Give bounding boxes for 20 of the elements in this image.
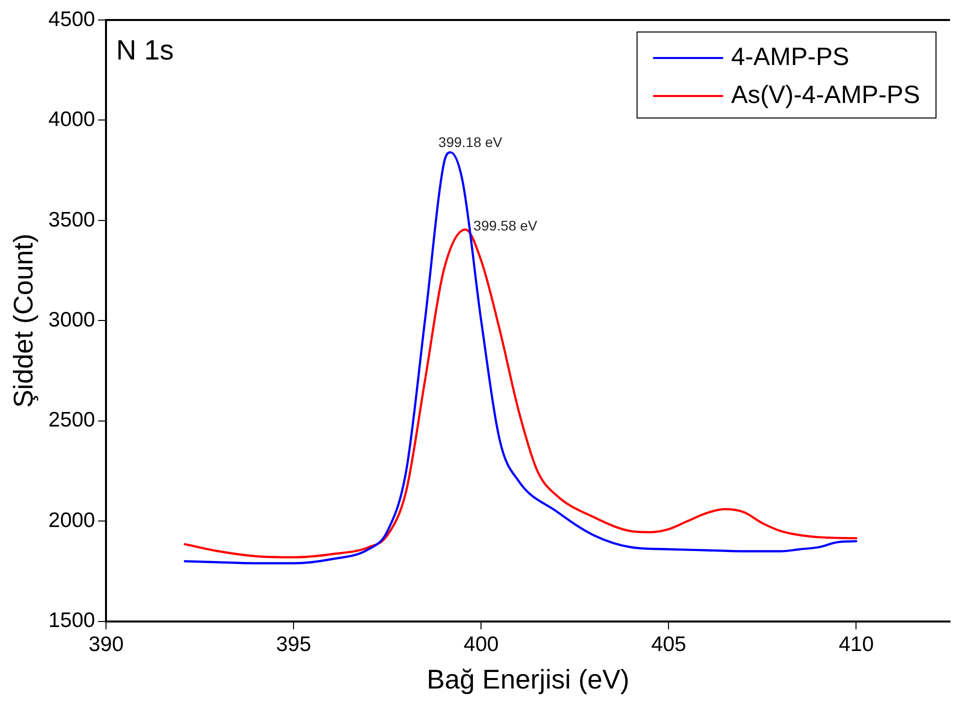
x-tick-label: 405 [651, 632, 686, 656]
line-series [184, 151, 858, 564]
y-tick-label: 3500 [48, 208, 96, 232]
annotation: N 1s [116, 34, 174, 66]
annotation: 399.18 eV [438, 134, 503, 150]
legend-label: 4-AMP-PS [731, 42, 850, 71]
x-tick-label: 410 [838, 632, 874, 656]
x-tick-label: 395 [276, 632, 312, 656]
y-tick-label: 2000 [48, 508, 96, 532]
x-tick-label: 400 [464, 632, 499, 656]
y-tick-label: 4500 [48, 8, 96, 31]
y-axis-title: Şiddet (Count) [8, 234, 39, 408]
y-tick-label: 1500 [48, 609, 96, 632]
y-tick-label: 4000 [48, 108, 96, 132]
x-tick-label: 390 [88, 632, 124, 656]
annotation: 399.58 eV [473, 217, 538, 234]
legend-label: As(V)-4-AMP-PS [731, 80, 920, 109]
y-tick-label: 2500 [48, 408, 96, 432]
y-tick-label: 3000 [48, 308, 96, 332]
x-axis-title: Bağ Enerjisi (eV) [426, 664, 630, 694]
